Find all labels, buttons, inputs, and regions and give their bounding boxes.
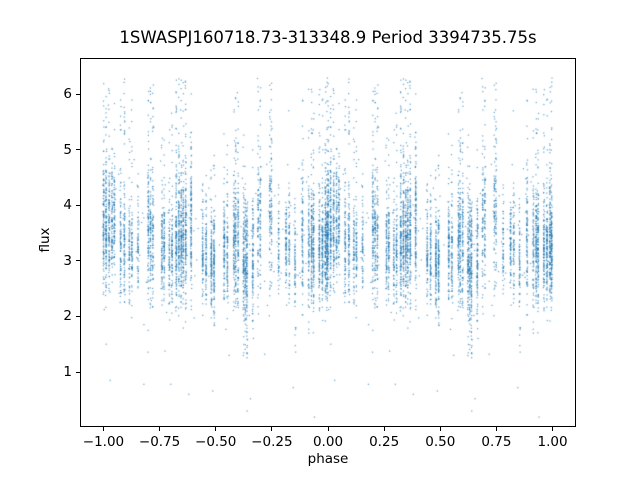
y-tick-mark xyxy=(76,315,80,317)
x-tick-label: 0.25 xyxy=(369,434,400,450)
x-tick-mark xyxy=(271,427,273,431)
x-tick-mark xyxy=(159,427,161,431)
x-tick-mark xyxy=(439,427,441,431)
x-tick-mark xyxy=(383,427,385,431)
y-tick-label: 2 xyxy=(63,308,72,325)
y-axis-label: flux xyxy=(37,227,53,253)
y-tick-label: 4 xyxy=(63,197,72,214)
y-tick-label: 1 xyxy=(63,364,72,381)
y-tick-mark xyxy=(76,371,80,373)
x-tick-label: 0.50 xyxy=(425,434,456,450)
x-tick-mark xyxy=(215,427,217,431)
x-tick-label: 1.00 xyxy=(537,434,568,450)
y-tick-label: 6 xyxy=(63,86,72,103)
x-tick-mark xyxy=(327,427,329,431)
y-tick-mark xyxy=(76,149,80,151)
x-tick-label: 0.00 xyxy=(312,434,344,450)
y-tick-mark xyxy=(76,204,80,206)
y-tick-label: 5 xyxy=(63,141,72,158)
x-tick-mark xyxy=(552,427,554,431)
x-axis-label: phase xyxy=(307,451,349,467)
x-tick-label: 0.75 xyxy=(481,434,512,450)
scatter-points-canvas xyxy=(81,59,575,426)
y-tick-mark xyxy=(76,260,80,262)
x-tick-mark xyxy=(102,427,104,431)
x-tick-label: −1.00 xyxy=(82,434,125,450)
x-tick-label: −0.25 xyxy=(251,434,293,450)
y-tick-label: 3 xyxy=(63,252,72,269)
chart-title: 1SWASPJ160718.73-313348.9 Period 3394735… xyxy=(119,28,537,47)
plot-area xyxy=(80,58,576,427)
x-tick-mark xyxy=(495,427,497,431)
y-tick-mark xyxy=(76,93,80,95)
x-tick-label: −0.75 xyxy=(138,434,181,450)
x-tick-label: −0.50 xyxy=(195,434,237,450)
